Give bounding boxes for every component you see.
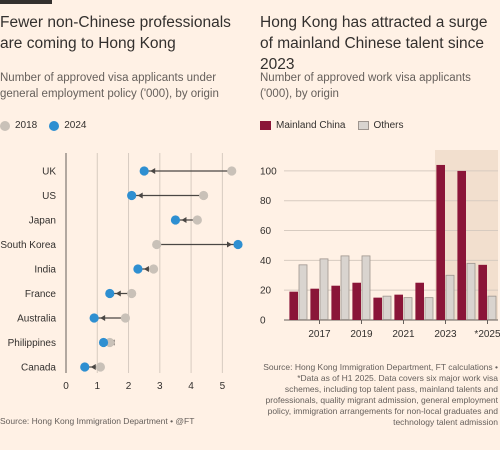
bar-mainland-2017 bbox=[310, 288, 319, 320]
bar-others-2024 bbox=[466, 262, 476, 320]
arrowhead-canada bbox=[90, 364, 96, 370]
y-tick-label: 0 bbox=[260, 316, 266, 327]
point-2018-us bbox=[199, 190, 209, 201]
x-tick-label: 3 bbox=[157, 381, 163, 392]
category-label-uk: UK bbox=[42, 167, 56, 178]
point-2018-australia bbox=[120, 313, 131, 323]
point-2024-uk bbox=[139, 166, 149, 176]
bar-mainland-2021 bbox=[394, 294, 403, 320]
bar-mainland-2018 bbox=[331, 285, 340, 320]
legend-item-others: Others bbox=[357, 120, 404, 131]
category-label-philippines: Philippines bbox=[8, 338, 56, 349]
legend-dot-2018 bbox=[0, 120, 10, 131]
point-2024-philippines bbox=[98, 337, 109, 348]
category-label-us: US bbox=[42, 191, 56, 202]
left-chart-title: Fewer non-Chinese professionals are comi… bbox=[0, 14, 231, 52]
category-label-south-korea: South Korea bbox=[0, 240, 56, 251]
category-label-canada: Canada bbox=[21, 363, 56, 374]
right-source: Source: Hong Kong Immigration Department… bbox=[263, 362, 498, 427]
y-tick-label: 100 bbox=[260, 166, 277, 177]
left-source: Source: Hong Kong Immigration Department… bbox=[0, 416, 195, 426]
bar-others-2017 bbox=[319, 258, 329, 320]
category-label-japan: Japan bbox=[29, 216, 56, 227]
point-2018-canada bbox=[95, 362, 105, 372]
legend-swatch-mainland-china bbox=[260, 121, 271, 130]
bar-others-2018 bbox=[340, 255, 350, 320]
point-2024-us bbox=[127, 190, 137, 201]
left-chart-subtitle: Number of approved visa applicants under… bbox=[0, 72, 219, 100]
dumbbell-chart: 0 1 2 3 4 5 UK US Japan South Korea India France Aus… bbox=[0, 153, 243, 392]
x-tick-label: 0 bbox=[63, 381, 69, 392]
point-2024-japan bbox=[170, 215, 181, 225]
bar-mainland-2022 bbox=[415, 282, 424, 320]
category-label-france: France bbox=[25, 289, 57, 300]
bar-mainland-2023 bbox=[436, 164, 445, 320]
bar-mainland-2016 bbox=[289, 291, 298, 320]
left-panel: Fewer non-Chinese professionals are comi… bbox=[0, 0, 243, 426]
y-tick-label: 60 bbox=[260, 226, 272, 237]
right-chart-subtitle: Number of approved work visa applicants … bbox=[260, 72, 471, 100]
bar-others-2021 bbox=[403, 297, 413, 320]
left-legend: 2018 2024 bbox=[0, 120, 99, 131]
legend-dot-2024 bbox=[49, 120, 60, 131]
point-2024-australia bbox=[89, 313, 99, 323]
bar-others-2019 bbox=[361, 255, 371, 320]
point-2018-france bbox=[127, 288, 137, 299]
arrowhead-france bbox=[115, 290, 121, 297]
arrowhead-uk bbox=[150, 168, 156, 174]
highlight-band bbox=[435, 150, 498, 320]
point-2024-canada bbox=[80, 362, 90, 372]
bar-others-2025 bbox=[487, 295, 497, 320]
bar-mainland-2019 bbox=[352, 282, 361, 320]
legend-label-others: Others bbox=[373, 120, 404, 131]
legend-item-2024: 2024 bbox=[49, 120, 87, 131]
point-2018-uk bbox=[227, 166, 237, 176]
x-tick-label-2019: 2019 bbox=[350, 329, 373, 340]
legend-label-mainland-china: Mainland China bbox=[276, 120, 346, 131]
x-tick-label: 5 bbox=[220, 381, 226, 392]
bar-others-2022 bbox=[424, 297, 434, 320]
arrowhead-india bbox=[143, 266, 149, 272]
x-tick-label-2017: 2017 bbox=[308, 329, 331, 340]
legend-item-mainland-china: Mainland China bbox=[260, 120, 346, 131]
arrowhead-south-korea bbox=[227, 241, 232, 248]
bar-mainland-2020 bbox=[373, 297, 382, 320]
y-tick-label: 40 bbox=[260, 256, 272, 267]
point-2018-india bbox=[148, 264, 159, 274]
x-tick-label: 2 bbox=[126, 381, 132, 392]
category-label-australia: Australia bbox=[17, 314, 56, 325]
x-tick-label: 4 bbox=[188, 381, 194, 392]
point-2024-south-korea bbox=[233, 239, 243, 250]
y-tick-label: 80 bbox=[260, 196, 272, 207]
bar-mainland-2024 bbox=[457, 170, 466, 320]
x-tick-label-2025: *2025 bbox=[474, 329, 500, 340]
x-tick-label-2021: 2021 bbox=[392, 329, 415, 340]
x-tick-label: 1 bbox=[94, 381, 100, 392]
legend-label-2018: 2018 bbox=[15, 120, 38, 131]
x-tick-label-2023: 2023 bbox=[434, 329, 457, 340]
category-label-india: India bbox=[34, 265, 56, 276]
top-rule bbox=[0, 0, 52, 4]
point-2018-japan bbox=[192, 215, 202, 225]
bar-chart: 0 20 40 60 80 100 2017 2019 2021 2023 *2025 bbox=[260, 150, 500, 340]
legend-label-2024: 2024 bbox=[64, 120, 87, 131]
legend-item-2018: 2018 bbox=[0, 120, 37, 131]
bar-others-2023 bbox=[445, 274, 455, 320]
point-2018-south-korea bbox=[152, 239, 162, 250]
bar-others-2020 bbox=[382, 295, 392, 320]
arrowhead-australia bbox=[100, 315, 106, 321]
right-legend: Mainland China Others bbox=[260, 120, 416, 131]
point-2024-france bbox=[105, 288, 115, 299]
bar-mainland-2025 bbox=[478, 264, 487, 320]
y-tick-label: 20 bbox=[260, 286, 272, 297]
right-panel: Hong Kong has attracted a surge of mainl… bbox=[250, 0, 500, 450]
legend-swatch-others bbox=[357, 121, 369, 130]
arrowhead-us bbox=[137, 192, 143, 199]
point-2024-india bbox=[133, 264, 143, 274]
arrowhead-japan bbox=[181, 217, 187, 223]
bar-others-2016 bbox=[298, 264, 308, 320]
right-chart-title: Hong Kong has attracted a surge of mainl… bbox=[260, 14, 488, 73]
